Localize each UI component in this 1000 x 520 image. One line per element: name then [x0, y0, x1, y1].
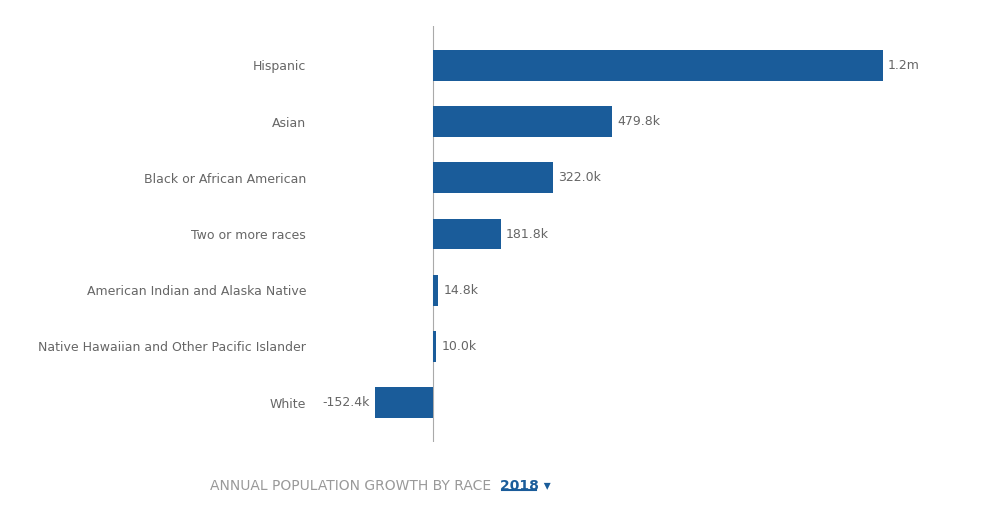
Text: 1.2m: 1.2m	[888, 59, 920, 72]
Text: 2018 ▾: 2018 ▾	[500, 479, 551, 493]
Text: -152.4k: -152.4k	[323, 396, 370, 409]
Text: 479.8k: 479.8k	[618, 115, 661, 128]
Bar	[432, 218, 501, 250]
Text: 181.8k: 181.8k	[506, 228, 549, 240]
Text: ANNUAL POPULATION GROWTH BY RACE: ANNUAL POPULATION GROWTH BY RACE	[210, 479, 500, 493]
Bar	[432, 275, 438, 306]
Text: 14.8k: 14.8k	[443, 284, 478, 297]
Text: 322.0k: 322.0k	[558, 171, 601, 184]
Bar	[432, 331, 436, 362]
Bar	[432, 50, 883, 81]
Bar	[432, 162, 553, 193]
Bar	[375, 387, 432, 418]
Bar	[432, 106, 612, 137]
Text: 10.0k: 10.0k	[442, 340, 477, 353]
